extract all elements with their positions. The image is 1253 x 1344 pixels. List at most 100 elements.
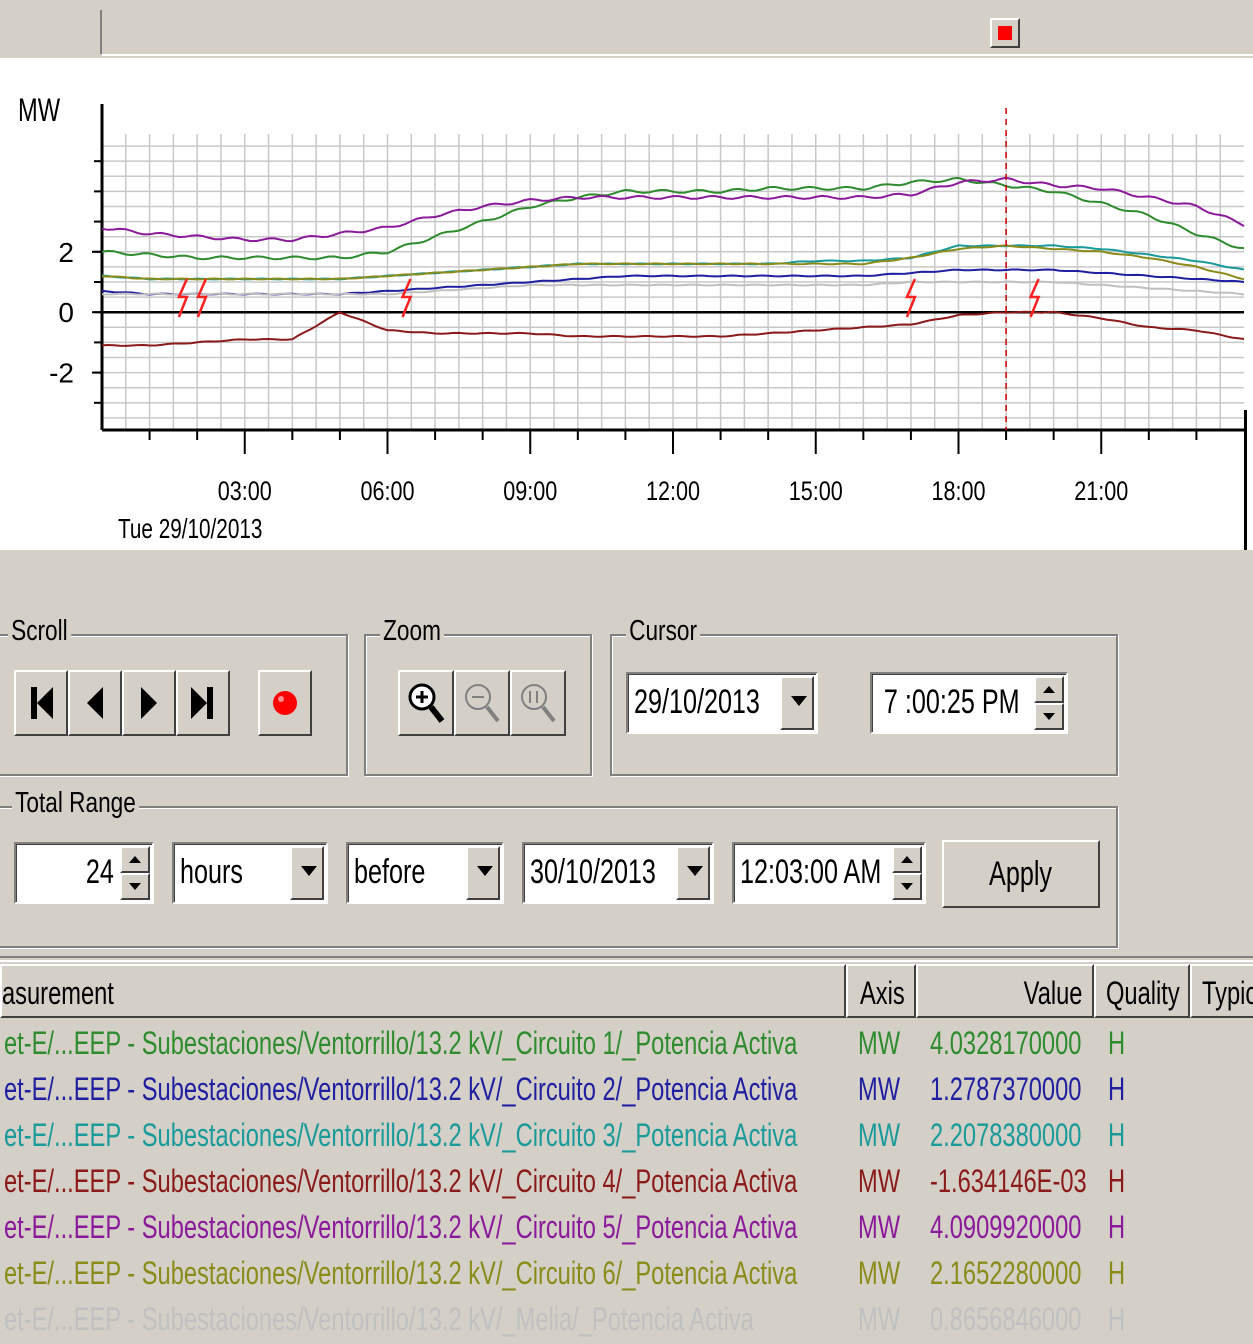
zoom-out-button[interactable] xyxy=(454,670,510,736)
quality-cell: H xyxy=(1108,1301,1126,1337)
x-tick-label: 06:00 xyxy=(360,477,414,507)
alarm-marker-icon xyxy=(176,278,189,318)
scroll-forward-button[interactable] xyxy=(122,670,176,736)
table-row[interactable]: et-E/...EEP - Subestaciones/Ventorrillo/… xyxy=(0,1250,1253,1296)
measurement-cell: et-E/...EEP - Subestaciones/Ventorrillo/… xyxy=(4,1071,798,1107)
x-tick-label: 18:00 xyxy=(931,477,985,507)
record-icon xyxy=(273,691,297,715)
stop-square-icon[interactable] xyxy=(990,18,1020,48)
measurement-cell: et-E/...EEP - Subestaciones/Ventorrillo/… xyxy=(4,1025,798,1061)
x-tick-label: 21:00 xyxy=(1074,477,1128,507)
step-back-icon xyxy=(87,687,103,719)
table-row[interactable]: et-E/...EEP - Subestaciones/Ventorrillo/… xyxy=(0,1296,1253,1342)
quality-cell: H xyxy=(1108,1163,1126,1199)
zoom-reset-icon xyxy=(521,684,556,723)
top-strip xyxy=(0,0,1253,58)
scroll-first-button[interactable] xyxy=(14,670,68,736)
zoom-group-label: Zoom xyxy=(380,614,445,648)
table-row[interactable]: et-E/...EEP - Subestaciones/Ventorrillo/… xyxy=(0,1020,1253,1066)
table-row[interactable]: et-E/...EEP - Subestaciones/Ventorrillo/… xyxy=(0,1066,1253,1112)
value-cell: 2.1652280000 xyxy=(930,1255,1082,1291)
axis-cell: MW xyxy=(858,1163,901,1199)
column-header-quality[interactable]: Quality xyxy=(1094,964,1190,1018)
scroll-group: Scroll xyxy=(0,614,348,776)
axis-cell: MW xyxy=(858,1255,901,1291)
chevron-down-icon[interactable] xyxy=(466,846,500,900)
series-line-circuito-4 xyxy=(101,310,1245,347)
chevron-down-icon[interactable] xyxy=(780,676,814,730)
step-forward-icon xyxy=(141,687,157,719)
scroll-back-button[interactable] xyxy=(68,670,122,736)
range-amount-field[interactable]: 24 xyxy=(14,842,154,904)
zoom-reset-button[interactable] xyxy=(510,670,566,736)
scroll-last-button[interactable] xyxy=(176,670,230,736)
measurement-cell: et-E/...EEP - Subestaciones/Ventorrillo/… xyxy=(4,1255,798,1291)
y-tick-label: 2 xyxy=(58,237,74,268)
series-line-circuito-6 xyxy=(101,244,1245,281)
quality-cell: H xyxy=(1108,1025,1126,1061)
table-row[interactable]: et-E/...EEP - Subestaciones/Ventorrillo/… xyxy=(0,1204,1253,1250)
quality-cell: H xyxy=(1108,1209,1126,1245)
range-time-spinner[interactable] xyxy=(892,846,922,900)
axis-cell: MW xyxy=(858,1025,901,1061)
value-cell: 0.8656846000 xyxy=(930,1301,1082,1337)
alarm-marker-icon xyxy=(400,278,413,318)
axis-cell: MW xyxy=(858,1301,901,1337)
record-button[interactable] xyxy=(258,670,312,736)
column-header-value[interactable]: Value xyxy=(916,964,1094,1018)
cursor-group-label: Cursor xyxy=(626,614,701,648)
apply-button[interactable]: Apply xyxy=(942,840,1100,908)
total-range-group-label: Total Range xyxy=(12,786,139,820)
x-tick-label: 09:00 xyxy=(503,477,557,507)
trend-chart: 2 0 -2 03:00 06:00 09:00 12:00 15:00 18:00 21:00 xyxy=(49,104,1245,507)
axis-cell: MW xyxy=(858,1209,901,1245)
top-underline xyxy=(102,54,1253,56)
cursor-time-field[interactable]: 7 :00:25 PM xyxy=(870,672,1068,734)
y-unit-label: MW xyxy=(18,92,61,128)
axis-cell: MW xyxy=(858,1117,901,1153)
column-header-typical[interactable]: Typic xyxy=(1190,964,1253,1018)
value-cell: 1.2787370000 xyxy=(930,1071,1082,1107)
chart-right-edge xyxy=(1244,410,1247,550)
y-tick-label: 0 xyxy=(58,297,74,328)
y-tick-label: -2 xyxy=(49,358,74,389)
measurement-cell: et-E/...EEP - Subestaciones/Ventorrillo/… xyxy=(4,1301,754,1337)
alarm-marker-icon xyxy=(904,278,917,318)
series-line-melia xyxy=(101,280,1245,296)
measurement-cell: et-E/...EEP - Subestaciones/Ventorrillo/… xyxy=(4,1209,798,1245)
table-top-border xyxy=(0,956,1253,962)
value-cell: -1.634146E-03 xyxy=(930,1163,1087,1199)
skip-last-icon xyxy=(191,687,213,719)
table-row[interactable]: et-E/...EEP - Subestaciones/Ventorrillo/… xyxy=(0,1112,1253,1158)
chevron-down-icon[interactable] xyxy=(290,846,324,900)
axis-cell: MW xyxy=(858,1071,901,1107)
x-tick-label: 03:00 xyxy=(218,477,272,507)
zoom-in-button[interactable] xyxy=(398,670,454,736)
quality-cell: H xyxy=(1108,1117,1126,1153)
range-unit-dropdown[interactable]: hours xyxy=(172,842,328,904)
range-date-dropdown[interactable]: 30/10/2013 xyxy=(522,842,714,904)
cursor-group: Cursor xyxy=(610,614,1118,776)
cursor-time-spinner[interactable] xyxy=(1034,676,1064,730)
cursor-date-dropdown[interactable]: 29/10/2013 xyxy=(626,672,818,734)
chevron-down-icon[interactable] xyxy=(676,846,710,900)
scroll-group-label: Scroll xyxy=(8,614,71,648)
x-tick-label: 15:00 xyxy=(789,477,843,507)
value-cell: 4.0909920000 xyxy=(930,1209,1082,1245)
top-divider xyxy=(100,10,102,54)
table-row[interactable]: et-E/...EEP - Subestaciones/Ventorrillo/… xyxy=(0,1158,1253,1204)
quality-cell: H xyxy=(1108,1255,1126,1291)
range-amount-spinner[interactable] xyxy=(120,846,150,900)
zoom-in-icon xyxy=(408,683,445,723)
value-cell: 2.2078380000 xyxy=(930,1117,1082,1153)
range-time-field[interactable]: 12:03:00 AM xyxy=(732,842,926,904)
column-header-measurement[interactable]: asurement xyxy=(0,964,846,1018)
chart-area xyxy=(0,58,1253,550)
skip-first-icon xyxy=(31,687,53,719)
range-direction-dropdown[interactable]: before xyxy=(346,842,504,904)
zoom-out-icon xyxy=(465,684,500,723)
series-line-circuito-1 xyxy=(101,176,1245,261)
measurement-cell: et-E/...EEP - Subestaciones/Ventorrillo/… xyxy=(4,1117,798,1153)
column-header-axis[interactable]: Axis xyxy=(846,964,916,1018)
zoom-group: Zoom xyxy=(364,614,592,776)
